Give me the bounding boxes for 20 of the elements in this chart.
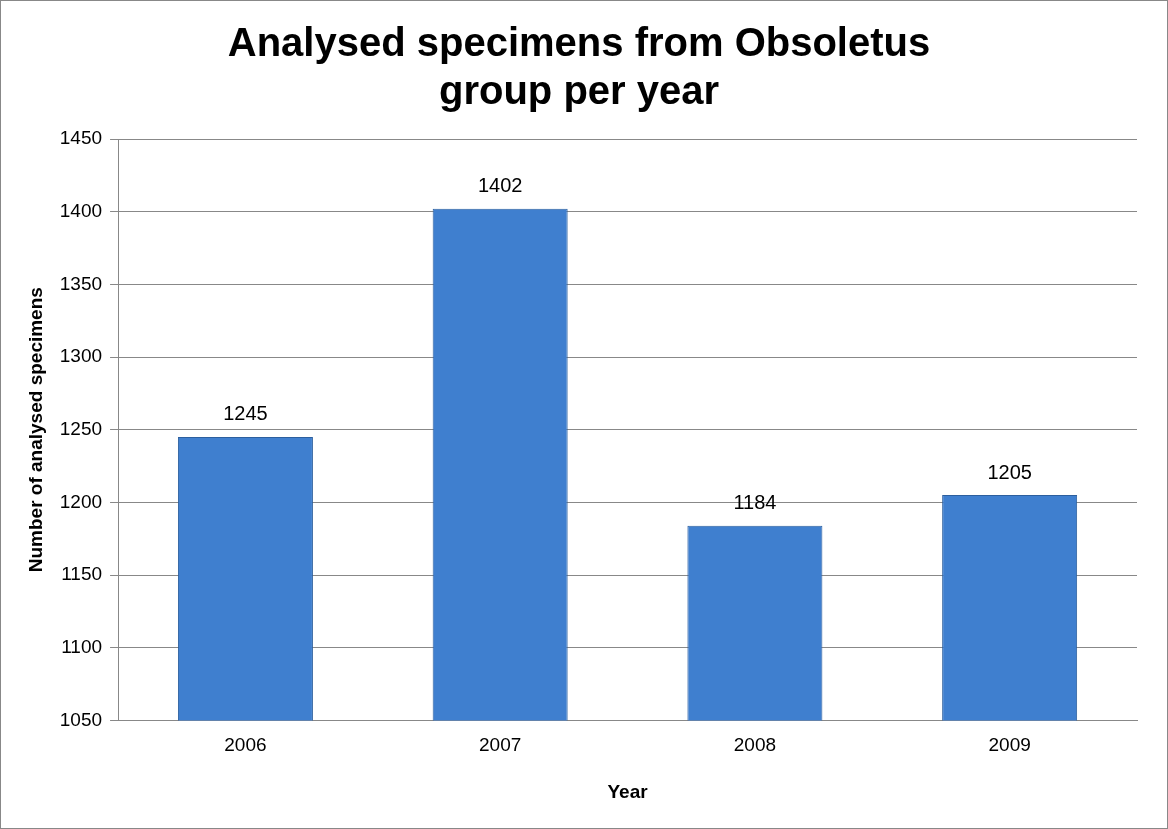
- y-tick-label: 1300: [59, 345, 103, 367]
- y-tick-label: 1250: [59, 417, 103, 439]
- x-axis-title: Year: [607, 780, 649, 802]
- y-tick-label: 1050: [59, 708, 103, 730]
- x-tick-label: 2009: [988, 734, 1031, 756]
- data-label: 1245: [223, 402, 268, 425]
- y-tick-label: 1450: [59, 127, 103, 149]
- y-axis-title: Number of analysed specimens: [24, 287, 46, 573]
- y-tick-label: 1150: [61, 563, 103, 585]
- y-tick-label: 1200: [59, 490, 103, 512]
- data-label: 1205: [987, 460, 1032, 483]
- y-tick-label: 1350: [59, 272, 103, 294]
- y-tick-label: 1100: [61, 635, 103, 657]
- data-label: 1402: [477, 174, 523, 197]
- x-tick-label: 2007: [479, 734, 522, 756]
- x-tick-label: 2006: [224, 734, 267, 756]
- chart-title: Analysed specimens from Obsoletus group per year: [227, 20, 931, 113]
- data-label: 1184: [733, 491, 777, 514]
- y-tick-label: 1400: [59, 199, 103, 221]
- x-tick-label: 2008: [733, 734, 777, 756]
